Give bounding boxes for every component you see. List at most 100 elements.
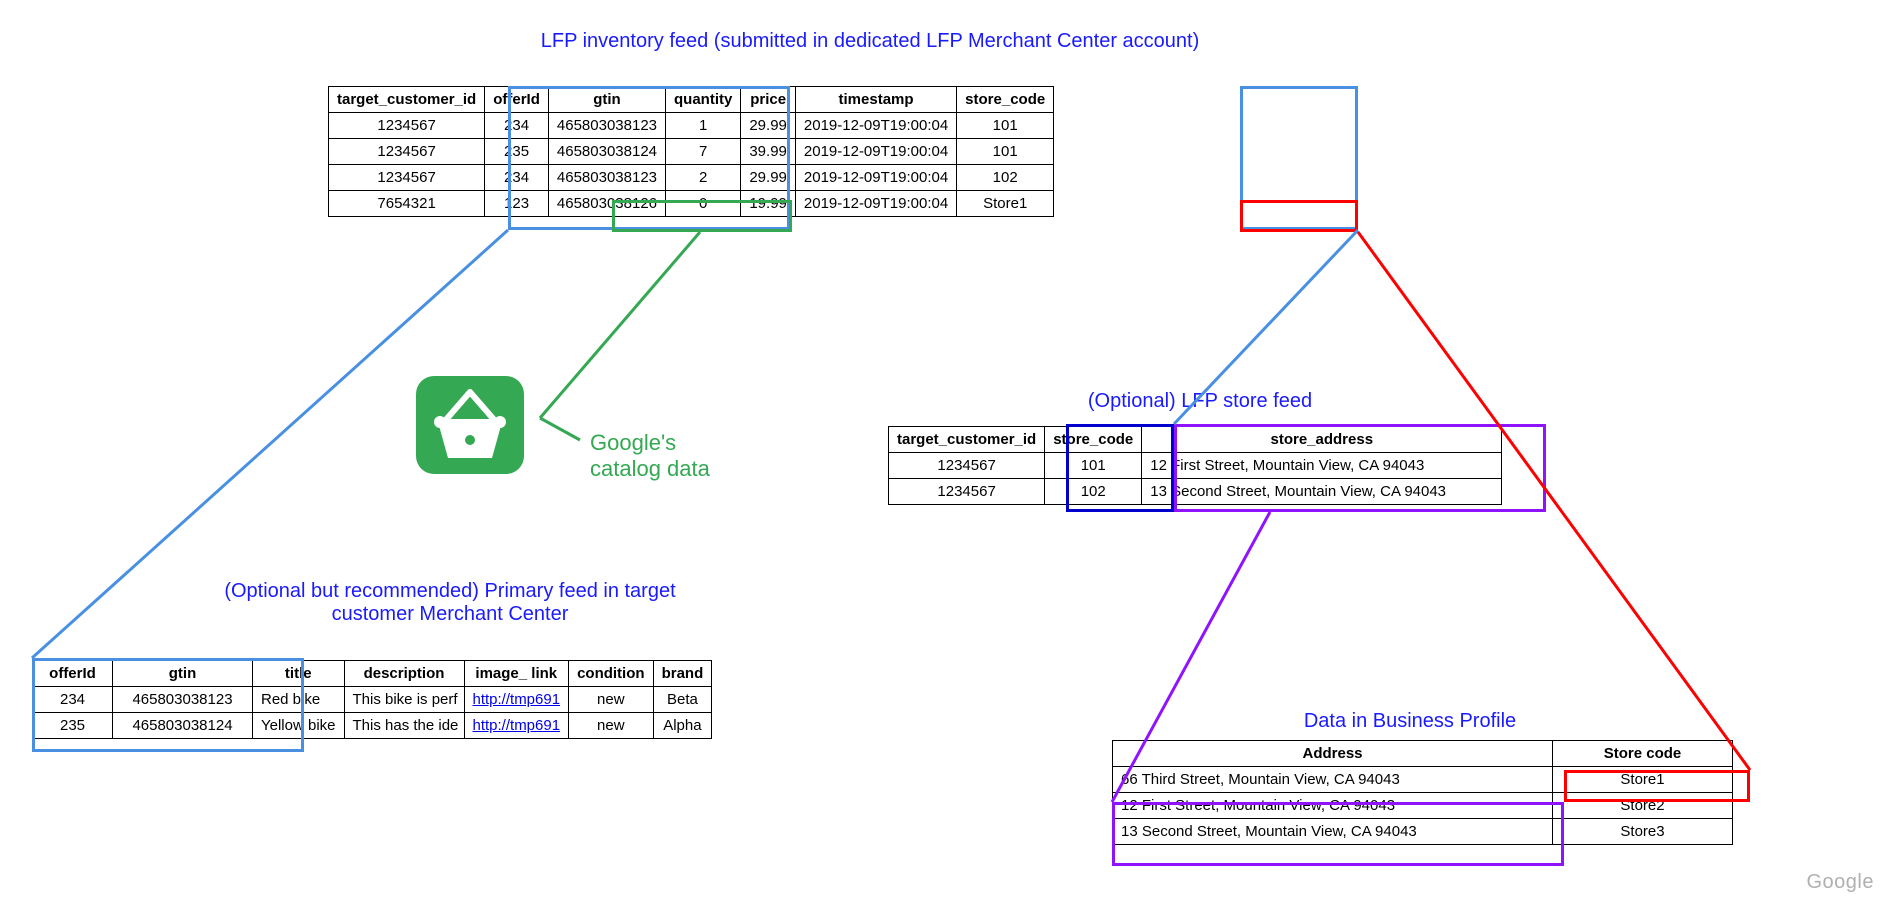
column-header: timestamp [795, 87, 956, 113]
column-header: quantity [666, 87, 741, 113]
table-cell: 234 [485, 165, 549, 191]
business-profile-table: AddressStore code66 Third Street, Mounta… [1112, 740, 1733, 845]
column-header: store_address [1142, 427, 1502, 453]
table-cell: 2019-12-09T19:00:04 [795, 165, 956, 191]
table-cell: Yellow bike [253, 713, 345, 739]
table-cell: 102 [1045, 479, 1142, 505]
column-header: brand [653, 661, 712, 687]
table-cell: new [569, 687, 654, 713]
column-header: image_ link [464, 661, 569, 687]
table-row: 12 First Street, Mountain View, CA 94043… [1113, 793, 1733, 819]
column-header: Address [1113, 741, 1553, 767]
table-cell: 123 [485, 191, 549, 217]
column-header: gtin [548, 87, 665, 113]
table-cell: 39.99 [741, 139, 796, 165]
table-cell: 234 [33, 687, 113, 713]
store-feed-title: (Optional) LFP store feed [1060, 390, 1340, 413]
catalog-label-line2: catalog data [590, 456, 710, 481]
column-header: store_code [957, 87, 1054, 113]
table-cell: 29.99 [741, 113, 796, 139]
table-cell: 7654321 [329, 191, 485, 217]
column-header: gtin [113, 661, 253, 687]
table-cell: 13 Second Street, Mountain View, CA 9404… [1113, 819, 1553, 845]
table-cell: Beta [653, 687, 712, 713]
primary-feed-table: offerIdgtintitledescriptionimage_ linkco… [32, 660, 712, 739]
table-cell: This bike is perf [344, 687, 464, 713]
table-cell: Red bike [253, 687, 345, 713]
table-cell: 1234567 [329, 139, 485, 165]
table-row: 66 Third Street, Mountain View, CA 94043… [1113, 767, 1733, 793]
catalog-label-line1: Google's [590, 430, 676, 455]
table-cell: 234 [485, 113, 549, 139]
green-line-catalog-h [540, 418, 580, 440]
green-line-catalog [540, 232, 700, 418]
table-cell: 2 [666, 165, 741, 191]
table-cell: 2019-12-09T19:00:04 [795, 191, 956, 217]
column-header: price [741, 87, 796, 113]
business-profile-title: Data in Business Profile [1280, 710, 1540, 733]
google-watermark: Google [1807, 871, 1875, 894]
column-header: condition [569, 661, 654, 687]
table-cell: 1 [666, 113, 741, 139]
table-cell: 13 Second Street, Mountain View, CA 9404… [1142, 479, 1502, 505]
table-row: 123456710112 First Street, Mountain View… [889, 453, 1502, 479]
table-cell: 2019-12-09T19:00:04 [795, 139, 956, 165]
table-cell: This has the ide [344, 713, 464, 739]
table-cell: 12 First Street, Mountain View, CA 94043 [1142, 453, 1502, 479]
table-cell: 12 First Street, Mountain View, CA 94043 [1113, 793, 1553, 819]
table-row: 7654321123465803038126019.992019-12-09T1… [329, 191, 1054, 217]
column-header: title [253, 661, 345, 687]
table-cell: 465803038123 [548, 113, 665, 139]
table-cell: 1234567 [329, 113, 485, 139]
table-cell: 465803038124 [548, 139, 665, 165]
column-header: target_customer_id [889, 427, 1045, 453]
table-cell: 2019-12-09T19:00:04 [795, 113, 956, 139]
table-cell: 102 [957, 165, 1054, 191]
table-cell: Store1 [1553, 767, 1733, 793]
table-cell: 1234567 [329, 165, 485, 191]
table-cell: Store2 [1553, 793, 1733, 819]
table-cell[interactable]: http://tmp691 [464, 713, 569, 739]
table-cell: 66 Third Street, Mountain View, CA 94043 [1113, 767, 1553, 793]
table-cell: 101 [957, 113, 1054, 139]
store-feed-table: target_customer_idstore_codestore_addres… [888, 426, 1502, 505]
column-header: Store code [1553, 741, 1733, 767]
table-cell: 101 [1045, 453, 1142, 479]
table-cell[interactable]: http://tmp691 [464, 687, 569, 713]
table-row: 1234567234465803038123229.992019-12-09T1… [329, 165, 1054, 191]
table-cell: 465803038124 [113, 713, 253, 739]
table-cell: 101 [957, 139, 1054, 165]
table-cell: 235 [485, 139, 549, 165]
column-header: offerId [485, 87, 549, 113]
inventory-feed-table: target_customer_idofferIdgtinquantitypri… [328, 86, 1054, 217]
table-cell: Store3 [1553, 819, 1733, 845]
column-header: offerId [33, 661, 113, 687]
column-header: description [344, 661, 464, 687]
table-row: 13 Second Street, Mountain View, CA 9404… [1113, 819, 1733, 845]
table-row: 235465803038124Yellow bikeThis has the i… [33, 713, 712, 739]
shopping-basket-icon [410, 370, 530, 480]
table-cell: 1234567 [889, 479, 1045, 505]
table-cell: 1234567 [889, 453, 1045, 479]
table-cell: 29.99 [741, 165, 796, 191]
column-header: target_customer_id [329, 87, 485, 113]
table-cell: 465803038123 [113, 687, 253, 713]
table-cell: Store1 [957, 191, 1054, 217]
table-cell: 19.99 [741, 191, 796, 217]
column-header: store_code [1045, 427, 1142, 453]
table-cell: 0 [666, 191, 741, 217]
table-cell: 7 [666, 139, 741, 165]
table-cell: Alpha [653, 713, 712, 739]
table-row: 234465803038123Red bikeThis bike is perf… [33, 687, 712, 713]
primary-feed-title: (Optional but recommended) Primary feed … [200, 580, 700, 626]
table-cell: new [569, 713, 654, 739]
catalog-data-label: Google's catalog data [590, 430, 710, 483]
table-row: 1234567235465803038124739.992019-12-09T1… [329, 139, 1054, 165]
inv-storecode-box [1240, 86, 1358, 230]
table-cell: 465803038126 [548, 191, 665, 217]
table-row: 123456710213 Second Street, Mountain Vie… [889, 479, 1502, 505]
inv-store1-box [1240, 200, 1358, 232]
table-cell: 235 [33, 713, 113, 739]
table-cell: 465803038123 [548, 165, 665, 191]
inventory-feed-title: LFP inventory feed (submitted in dedicat… [490, 30, 1250, 53]
